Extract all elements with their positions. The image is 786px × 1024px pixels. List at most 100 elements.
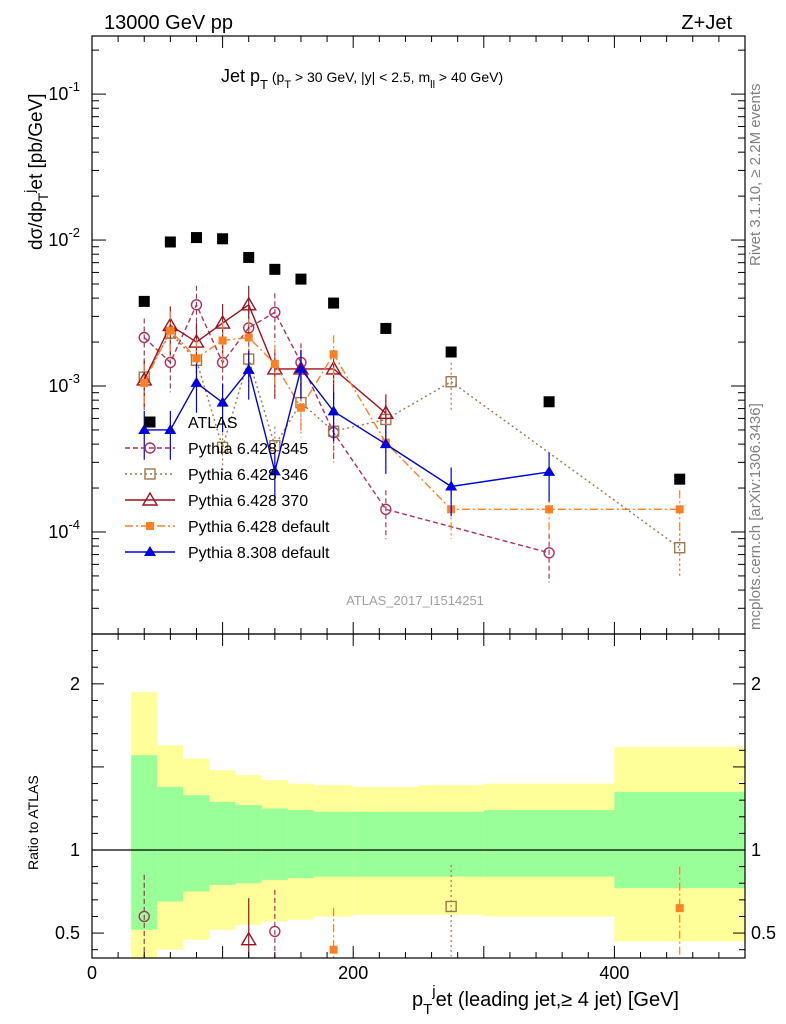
- series-5-point: [327, 405, 340, 416]
- series-4-point: [192, 354, 201, 363]
- ratio-point: [675, 904, 684, 913]
- series-2-point: [269, 440, 281, 452]
- rivet-label: Rivet 3.1.10, ≥ 2.2M events: [747, 84, 764, 267]
- series-4-point: [270, 359, 279, 368]
- series-0-point: [164, 236, 176, 248]
- series-5-point: [268, 465, 281, 476]
- ratio-y-tick-label-right: 0.5: [751, 923, 776, 943]
- series-2-point: [674, 542, 686, 554]
- series-4-point: [675, 505, 684, 514]
- ratio-frame: [91, 633, 746, 959]
- green-band-bin: [261, 808, 288, 880]
- ratio-y-axis-label: Ratio to ATLAS: [25, 775, 41, 870]
- green-band-bin: [353, 811, 419, 877]
- series-1-point: [380, 503, 392, 516]
- ratio-point: [138, 910, 150, 923]
- green-band-bin: [287, 810, 315, 879]
- series-0-point: [445, 346, 457, 358]
- ratio-point: [240, 931, 257, 946]
- series-3-point: [377, 404, 395, 420]
- legend-marker: [144, 416, 156, 428]
- series-1-point: [543, 547, 555, 559]
- green-band-bin: [314, 811, 354, 877]
- x-tick-label: 400: [599, 963, 629, 983]
- energy-label: 13000 GeV pp: [104, 12, 233, 34]
- series-0-point: [380, 322, 392, 334]
- series-5-point: [242, 363, 255, 374]
- series-5-point: [445, 480, 458, 491]
- series-5-point: [294, 362, 307, 373]
- legend-label: Pythia 6.428 370: [188, 493, 308, 510]
- series-4-point: [140, 378, 149, 387]
- series-5-point: [138, 423, 151, 434]
- y-tick-label: 10-1: [48, 79, 80, 104]
- mcplots-label: mcplots.cern.ch [arXiv:1306.3436]: [747, 403, 764, 630]
- main-panel: ATLAS_2017_I1514251: [136, 232, 686, 608]
- ratio-y-tick-label: 0.5: [55, 923, 80, 943]
- legend-label: Pythia 8.308 default: [188, 545, 330, 562]
- series-5-point: [164, 423, 177, 434]
- ratio-y-tick-label-right: 1: [751, 840, 761, 860]
- y-tick-label: 10-3: [48, 371, 80, 396]
- ratio-y-tick-label: 2: [70, 674, 80, 694]
- green-band-bin: [183, 795, 210, 892]
- series-5-point: [543, 465, 556, 476]
- main-y-axis-label: dσ/dpTjet [pb/GeV]: [21, 93, 51, 250]
- series-0-point: [328, 297, 340, 309]
- axes-frames: 0 200 400 10-4 10-3 10-2 10-1 0.5 0.5 1 1 2 2: [48, 35, 776, 983]
- legend-marker: [144, 468, 156, 480]
- series-5-point: [216, 396, 229, 407]
- legend: ATLAS Pythia 6.428 345 Pythia 6.428 346 Pyt…: [125, 415, 330, 562]
- series-1-point: [269, 306, 281, 318]
- green-band-bin: [483, 810, 615, 877]
- series-0-point: [243, 251, 255, 263]
- watermark: ATLAS_2017_I1514251: [346, 593, 484, 608]
- ratio-point: [445, 900, 457, 913]
- plot-title: Jet pT (pT > 30 GeV, |y| < 2.5, mll > 40…: [221, 66, 503, 92]
- series-0-point: [674, 473, 686, 485]
- series-3-point: [266, 360, 284, 375]
- y-tick-label: 10-2: [48, 225, 80, 250]
- series-3-line: [143, 303, 387, 414]
- series-4-point: [329, 350, 338, 359]
- y-tick-label: 10-4: [48, 517, 80, 542]
- series-0-point: [138, 295, 150, 307]
- series-0-point: [217, 233, 229, 245]
- ratio-y-tick-label-right: 2: [751, 674, 761, 694]
- series-4-point: [244, 333, 253, 342]
- x-tick-label: 200: [338, 963, 368, 983]
- y-tick-exponent: -2: [68, 225, 80, 240]
- series-0-point: [269, 263, 281, 275]
- green-band-bin: [209, 801, 236, 885]
- series-4-line: [143, 329, 680, 511]
- ratio-panel: [92, 692, 745, 958]
- series-5-point: [190, 376, 203, 387]
- green-band-bin: [157, 786, 184, 902]
- series-4-point: [218, 336, 227, 345]
- x-tick-label: 0: [87, 963, 97, 983]
- process-label: Z+Jet: [681, 12, 732, 34]
- x-axis-label: pTjet (leading jet,≥ 4 jet) [GeV]: [412, 983, 679, 1018]
- series-0-point: [190, 232, 202, 244]
- series-1-point: [190, 299, 203, 311]
- legend-label: Pythia 6.428 346: [188, 467, 308, 484]
- ratio-point: [269, 925, 281, 938]
- series-1-point: [164, 356, 177, 369]
- legend-marker: [144, 546, 156, 556]
- legend-marker: [144, 442, 156, 454]
- series-2-point: [216, 441, 229, 454]
- series-4-point: [296, 403, 305, 412]
- legend-label: Pythia 6.428 345: [188, 441, 308, 458]
- series-4-point: [545, 505, 554, 514]
- series-2-line: [143, 332, 681, 549]
- y-tick-exponent: -1: [68, 79, 80, 94]
- y-tick-exponent: -4: [68, 517, 80, 532]
- series-0-point: [543, 396, 555, 408]
- ratio-point: [329, 945, 338, 954]
- series-4-point: [166, 326, 175, 335]
- series-3-point: [240, 296, 257, 311]
- legend-label: ATLAS: [188, 415, 238, 432]
- ratio-y-tick-label: 1: [70, 840, 80, 860]
- green-band-bin: [235, 805, 262, 884]
